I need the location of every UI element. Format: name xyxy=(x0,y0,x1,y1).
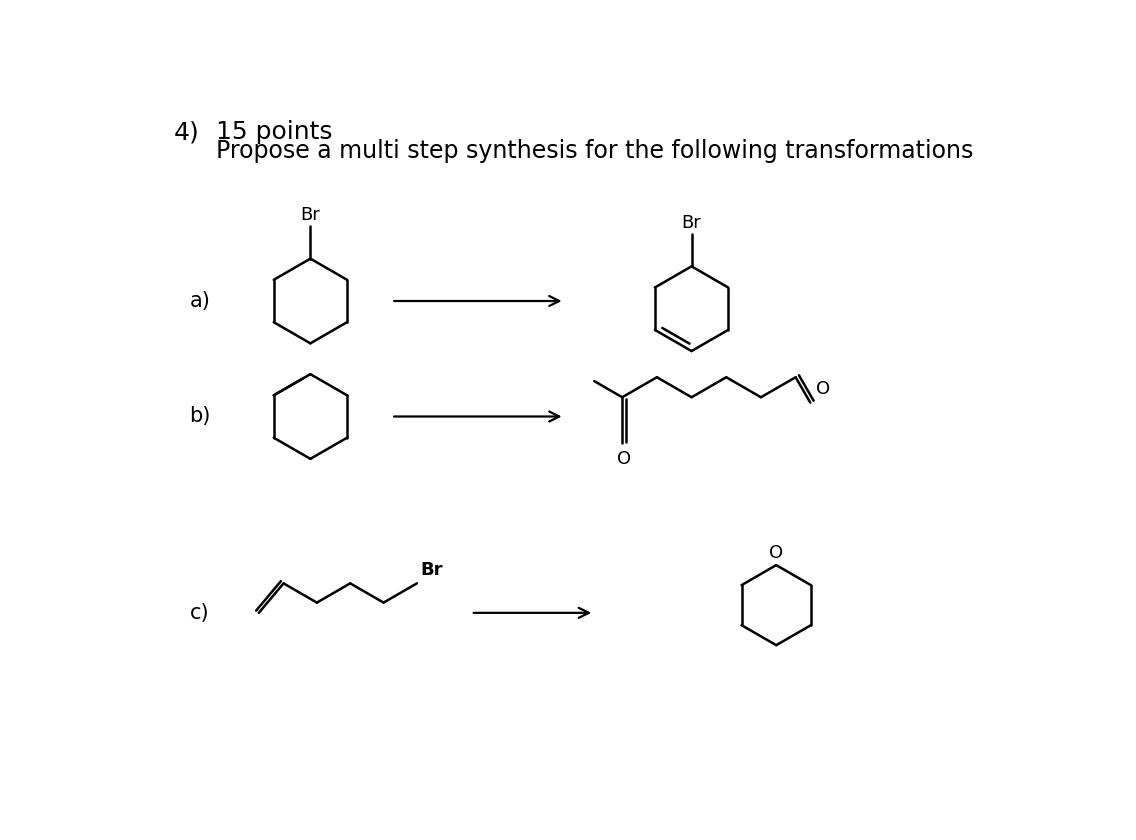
Text: O: O xyxy=(816,381,830,398)
Text: a): a) xyxy=(190,291,210,311)
Text: Br: Br xyxy=(420,561,443,579)
Text: 15 points: 15 points xyxy=(217,120,333,144)
Text: Br: Br xyxy=(682,213,701,232)
Text: Propose a multi step synthesis for the following transformations: Propose a multi step synthesis for the f… xyxy=(217,139,974,163)
Text: O: O xyxy=(769,544,784,562)
Text: O: O xyxy=(617,449,632,468)
Text: 4): 4) xyxy=(174,120,200,144)
Text: Br: Br xyxy=(301,206,320,224)
Text: b): b) xyxy=(190,407,211,427)
Text: c): c) xyxy=(190,603,209,622)
